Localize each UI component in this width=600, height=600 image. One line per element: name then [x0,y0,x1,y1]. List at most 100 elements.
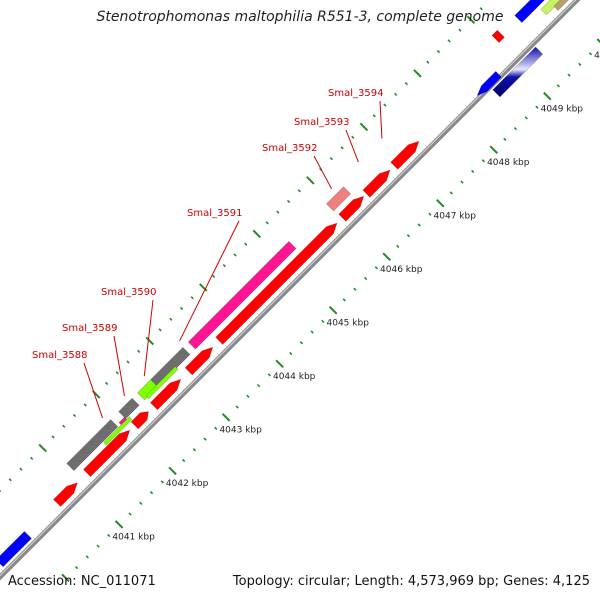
gene-gray[interactable] [66,419,119,472]
gene-green[interactable] [103,416,133,446]
scale-tick-minor [503,137,507,141]
scale-tick-major [221,413,231,422]
outer-ring-tick [222,264,226,268]
scale-tick-minor [289,351,293,356]
gene-label[interactable]: Smal_3590 [101,287,156,298]
outer-ring-tick [244,242,248,246]
scale-tick-minor [353,287,357,291]
scale-labels: 4041 kbp 4042 kbp 4043 kbp 4044 kbp 4045 kbp… [112,51,600,543]
outer-ring-tick [447,39,451,43]
scale-tick-minor [406,234,411,238]
outer-ring-tick [51,435,55,439]
scale-tick-minor [471,169,475,174]
gene-red[interactable] [390,140,420,170]
scale-tick-minor [192,448,196,452]
scale-tick-minor [267,373,271,377]
scale-tick-minor [481,159,486,163]
outer-ring-tick [372,114,376,118]
scale-tick-minor [588,52,593,56]
scale-tick-minor [460,180,464,184]
outer-ring-tick [436,49,441,54]
outer-ring-tick [158,328,162,332]
scale-tick-minor [107,533,111,538]
scale-tick-minor [342,298,346,302]
outer-ring-tick [104,381,109,386]
gene-label[interactable]: Smal_3589 [62,323,117,334]
label-leader-line [143,299,154,377]
scale-tick-minor [364,276,368,281]
scale-tick-minor [556,84,560,88]
gene-red[interactable] [215,222,338,345]
scale-tick-minor [321,319,325,323]
outer-ring-tick [383,103,387,107]
scale-label: 4045 kbp [327,319,370,329]
gene-red[interactable] [53,482,78,507]
gene-magenta[interactable] [187,240,297,350]
scale-tick-minor [74,565,79,570]
scale-tick-minor [299,341,304,345]
scale-ticks [61,38,600,583]
outer-ring-tick [466,15,476,25]
scale-tick-minor [513,127,518,131]
gene-green[interactable] [145,365,179,400]
outer-ring-tick [62,424,66,428]
scale-tick-minor [449,191,453,195]
gene-blue-striped[interactable] [492,46,544,98]
gene-red[interactable] [491,29,505,44]
gene-red[interactable] [83,429,131,478]
gene-label[interactable]: Smal_3591 [187,208,242,219]
outer-ring-tick [190,296,194,300]
outer-ring-tick [479,7,483,11]
scale-tick-major [382,252,391,261]
outer-ring-tick [38,443,47,453]
gene-red[interactable] [149,378,182,411]
scale-tick-major [61,573,70,583]
scale-label: 4050 kbp [594,51,600,61]
gene-gray[interactable] [118,397,140,420]
outer-ring-tick [404,82,408,86]
gene-red[interactable] [130,411,149,430]
gene-label[interactable]: Smal_3592 [262,143,317,154]
gene-blue[interactable] [476,70,502,97]
scale-tick-minor [428,212,432,216]
scale-tick-minor [214,426,218,431]
scale-tick-minor [417,223,421,227]
gene-label[interactable]: Smal_3594 [328,88,383,99]
gene-red[interactable] [184,346,214,376]
outer-ring-tick [394,92,398,97]
gene-features[interactable] [0,0,600,568]
gene-label[interactable]: Smal_3588 [32,350,87,361]
outer-ring-tick [199,283,208,292]
outer-dotted-ring [0,7,483,493]
outer-ring-tick [30,456,34,461]
gene-gray[interactable] [150,346,191,388]
scale-tick-minor [256,383,261,388]
gene-pink[interactable] [325,186,352,212]
gene-label[interactable]: Smal_3593 [294,117,349,128]
gene-red[interactable] [362,169,391,198]
label-leader-line [313,155,333,190]
gene-lime[interactable] [540,0,600,16]
outer-ring-tick [0,489,2,493]
scale-tick-major [543,91,552,101]
outer-ring-tick [306,176,315,185]
scale-tick-major [168,466,177,476]
outer-ring-tick [179,306,184,311]
gene-red[interactable] [338,195,365,222]
scale-tick-minor [85,555,89,559]
accession-text: Accession: NC_011071 [8,574,156,589]
gene-blue[interactable] [514,0,584,24]
outer-ring-tick [145,336,155,346]
gene-blue[interactable] [0,530,32,568]
scale-tick-minor [235,405,239,409]
scale-tick-minor [578,62,582,67]
outer-ring-tick [340,146,344,150]
outer-ring-tick [137,349,141,353]
gene-labels[interactable]: Smal_3588 Smal_3589 Smal_3590 Smal_3591 Smal… [32,88,383,361]
gene-khaki[interactable] [553,0,600,11]
outer-ring-tick [426,60,430,64]
label-leader-line [83,362,103,419]
map-title: Stenotrophomonas maltophilia R551-3, com… [96,9,504,25]
scale-label: 4043 kbp [219,426,262,436]
